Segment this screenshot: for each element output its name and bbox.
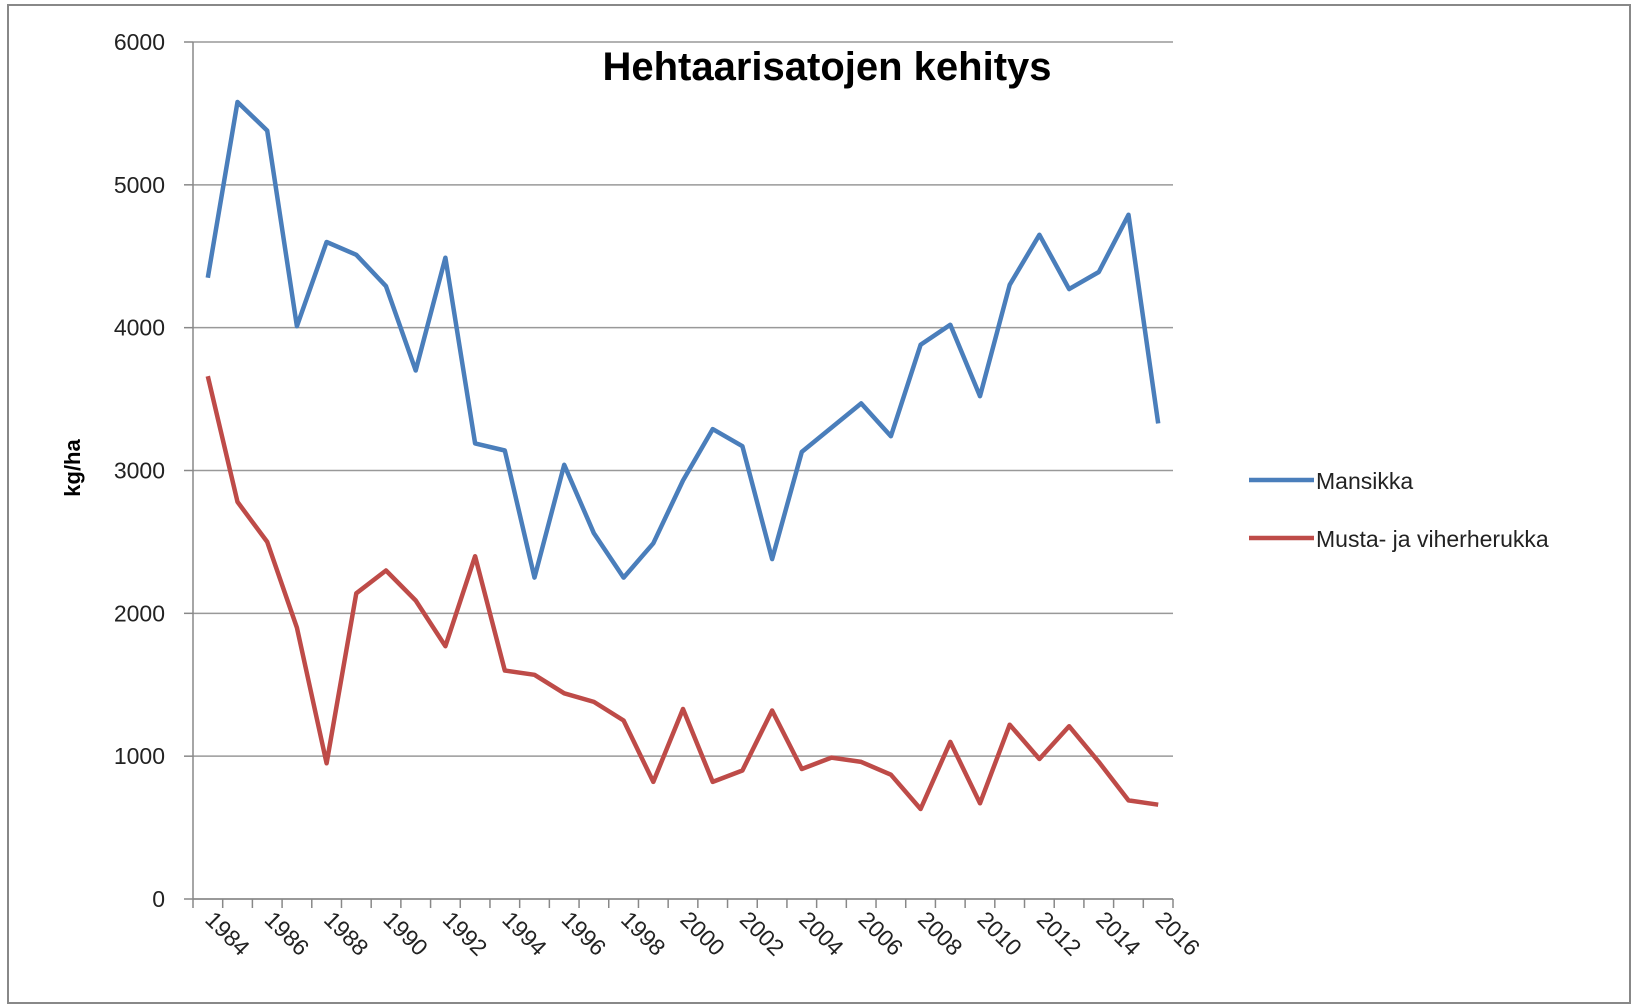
series-line <box>205 99 1161 580</box>
x-tick-label: 1992 <box>438 906 493 961</box>
x-tick-label: 1990 <box>378 906 433 961</box>
y-tick-label: 0 <box>152 886 165 912</box>
y-tick-label: 1000 <box>114 743 165 769</box>
x-tick-label: 2004 <box>794 906 849 961</box>
x-tick-label: 1998 <box>616 906 671 961</box>
x-tick-label: 2010 <box>972 906 1027 961</box>
x-tick-label: 2000 <box>675 906 730 961</box>
x-tick-label: 2006 <box>854 906 909 961</box>
x-tick-label: 1994 <box>497 906 552 961</box>
y-tick-label: 5000 <box>114 172 165 198</box>
y-tick-label: 6000 <box>114 29 165 55</box>
legend-label: Musta- ja viherherukka <box>1316 526 1549 552</box>
y-tick-label: 2000 <box>114 600 165 626</box>
y-tick-label: 3000 <box>114 458 165 484</box>
y-tick-label: 4000 <box>114 315 165 341</box>
legend-label: Mansikka <box>1316 468 1413 494</box>
x-tick-label: 1996 <box>557 906 612 961</box>
chart-border <box>7 4 1631 1004</box>
x-tick-label: 1988 <box>319 906 374 961</box>
x-tick-label: 2012 <box>1032 906 1087 961</box>
y-axis-label: kg/ha <box>60 439 85 497</box>
x-tick-label: 1984 <box>200 906 255 961</box>
x-tick-label: 2014 <box>1091 906 1146 961</box>
x-tick-label: 1986 <box>260 906 315 961</box>
series-line <box>205 375 1159 812</box>
x-tick-label: 2016 <box>1151 906 1206 961</box>
x-tick-label: 2008 <box>913 906 968 961</box>
x-tick-label: 2002 <box>735 906 790 961</box>
chart-title: Hehtaarisatojen kehitys <box>602 45 1051 89</box>
